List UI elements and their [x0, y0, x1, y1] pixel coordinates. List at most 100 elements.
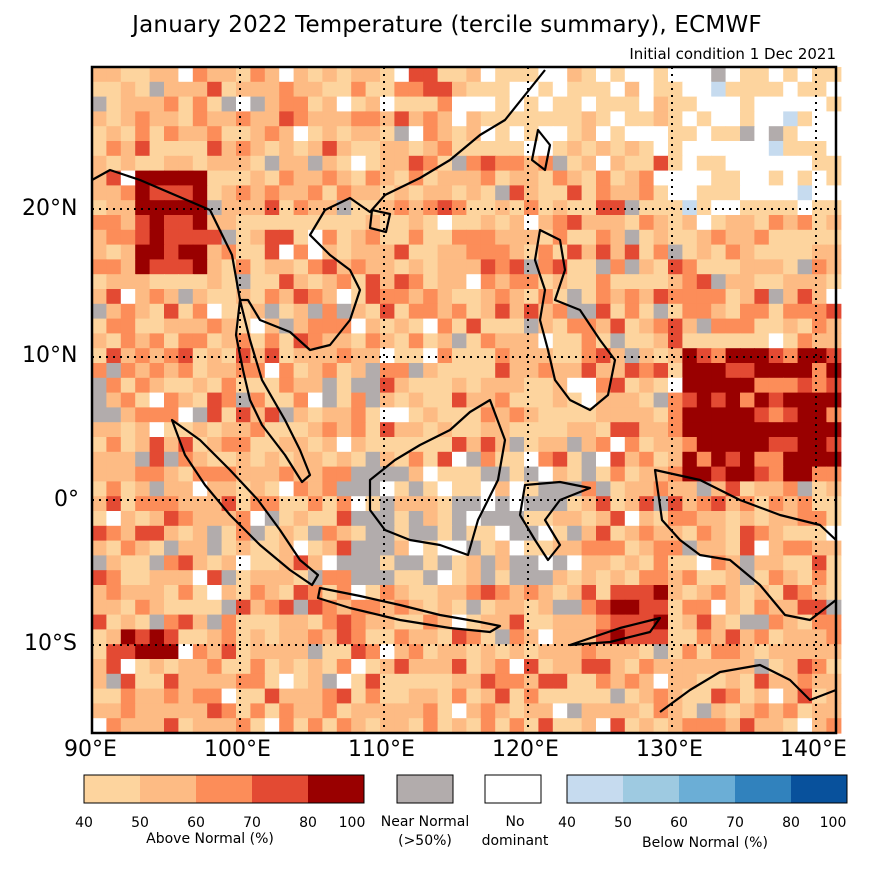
grid-cell [538, 451, 554, 468]
grid-cell [250, 259, 266, 275]
grid-cell [538, 673, 554, 690]
grid-cell [524, 363, 539, 379]
grid-cell [826, 200, 842, 216]
grid-cell [135, 496, 151, 512]
grid-cell [264, 496, 280, 512]
grid-cell [826, 96, 842, 112]
grid-cell [236, 614, 251, 630]
grid-cell [754, 200, 770, 216]
grid-cell [192, 511, 208, 527]
grid-cell [336, 111, 352, 127]
grid-cell [308, 185, 323, 201]
grid-cell [149, 688, 165, 704]
grid-cell [408, 377, 424, 394]
grid-cell [639, 644, 655, 660]
grid-cell [783, 333, 799, 349]
grid-cell [466, 185, 482, 201]
near-normal-label-2: (>50%) [398, 833, 452, 849]
grid-cell [610, 377, 626, 394]
grid-cell [365, 496, 381, 512]
grid-cell [437, 200, 453, 216]
grid-cell [552, 703, 568, 719]
grid-cell [351, 644, 367, 660]
grid-cell [768, 348, 784, 364]
grid-cell [797, 244, 813, 260]
grid-cell [596, 614, 611, 630]
grid-cell [682, 451, 698, 468]
grid-cell [293, 318, 309, 334]
grid-cell [552, 244, 568, 260]
grid-cell [365, 614, 381, 630]
grid-cell [264, 303, 280, 320]
grid-cell [394, 96, 410, 112]
grid-cell [236, 126, 251, 142]
grid-cell [768, 496, 784, 512]
grid-cell [624, 348, 640, 364]
grid-cell [538, 481, 554, 497]
grid-cell [610, 525, 626, 542]
grid-cell [178, 629, 194, 645]
grid-cell [394, 333, 410, 349]
grid-cell [797, 215, 813, 231]
grid-cell [466, 629, 482, 645]
grid-cell [696, 466, 712, 482]
grid-cell [135, 111, 151, 127]
grid-cell [437, 185, 453, 201]
lon-label-90e: 90°E [64, 737, 117, 762]
grid-cell [92, 244, 107, 260]
grid-cell [538, 141, 554, 157]
grid-cell [149, 318, 165, 334]
grid-cell [394, 673, 410, 690]
grid-cell [596, 185, 611, 201]
grid-cell [437, 718, 453, 734]
grid-cell [394, 688, 410, 704]
grid-cell [567, 229, 583, 246]
grid-cell [495, 274, 511, 290]
grid-cell [236, 407, 251, 423]
grid-cell [524, 81, 539, 98]
grid-cell [624, 718, 640, 734]
grid-cell [279, 215, 295, 231]
grid-cell [452, 244, 467, 260]
grid-cell [812, 377, 827, 394]
grid-cell [380, 673, 395, 690]
grid-cell [768, 318, 784, 334]
grid-cell [653, 629, 669, 645]
grid-cell [437, 481, 453, 497]
grid-cell [610, 644, 626, 660]
grid-cell [567, 540, 583, 556]
grid-cell [250, 437, 266, 453]
grid-cell [250, 170, 266, 186]
grid-cell [264, 200, 280, 216]
grid-cell [452, 422, 467, 438]
grid-cell [610, 244, 626, 260]
grid-cell [437, 392, 453, 408]
grid-cell [437, 629, 453, 645]
grid-cell [394, 511, 410, 527]
grid-cell [322, 629, 338, 645]
grid-cell [480, 511, 496, 527]
grid-cell [480, 466, 496, 482]
grid-cell [135, 511, 151, 527]
grid-cell [754, 703, 770, 719]
grid-cell [92, 229, 107, 246]
grid-cell [279, 244, 295, 260]
grid-cell [725, 141, 741, 157]
grid-cell [92, 718, 107, 734]
grid-cell [783, 363, 799, 379]
grid-cell [221, 718, 237, 734]
grid-cell [365, 259, 381, 275]
grid-cell [437, 126, 453, 142]
grid-cell [106, 437, 122, 453]
grid-cell [250, 377, 266, 394]
grid-cell [653, 673, 669, 690]
grid-cell [768, 333, 784, 349]
grid-cell [423, 333, 439, 349]
grid-cell [768, 525, 784, 542]
grid-cell [466, 555, 482, 571]
grid-cell [408, 126, 424, 142]
grid-cell [668, 451, 683, 468]
grid-cell [509, 244, 525, 260]
grid-cell [668, 111, 683, 127]
grid-cell [653, 259, 669, 275]
